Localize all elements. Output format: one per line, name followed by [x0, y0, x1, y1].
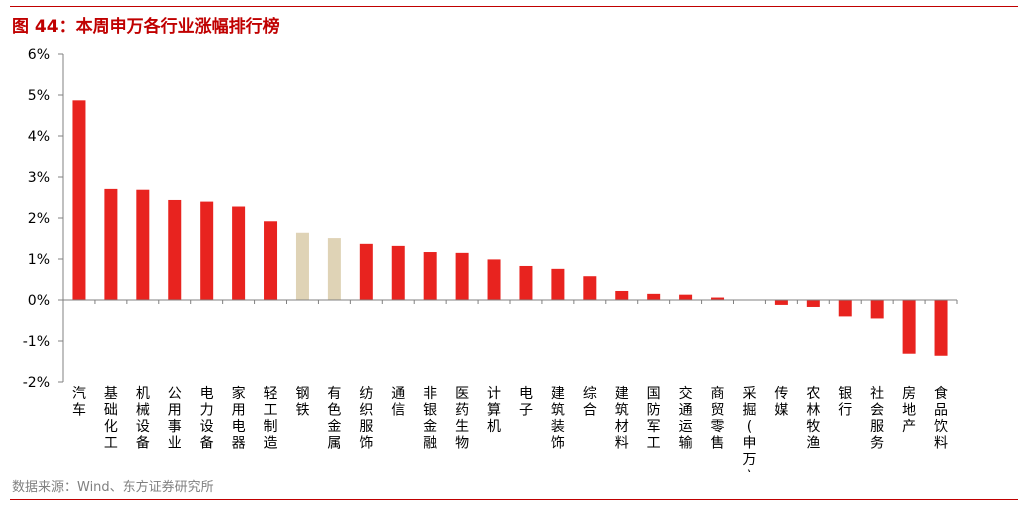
bar-3 — [136, 189, 150, 300]
y-tick-label: -2% — [23, 375, 50, 391]
bottom-rule — [10, 499, 1018, 500]
bar-4 — [168, 199, 182, 300]
bar-25 — [838, 300, 852, 317]
x-category-label: 计算机 — [487, 386, 501, 435]
x-axis-labels: 汽车 基础化工 机械设备 公用事业 电力设备 家用电器 轻工制造 钢铁 有色金属 纺织服饰 通信非银… — [72, 385, 948, 472]
bar-19 — [647, 293, 661, 300]
bar-7 — [264, 221, 278, 300]
bar-8 — [295, 232, 309, 300]
bar-16 — [551, 268, 565, 300]
bar-15 — [519, 265, 533, 300]
bar-1 — [72, 100, 86, 300]
y-tick-label: 4% — [28, 129, 50, 145]
bar-24 — [806, 300, 820, 307]
x-category-label: 交通运输 — [679, 385, 693, 452]
figure-title: 图 44：本周申万各行业涨幅排行榜 — [12, 17, 280, 37]
x-category-label: 有色金属 — [327, 386, 341, 452]
bar-chart: 6% 5% 4% 3% 2% 1% 0% -1% -2% 汽车 基础化工 机械设备 公用事业 电力设备 家… — [23, 47, 958, 472]
bar-9 — [327, 238, 341, 300]
x-category-label: 汽车 — [72, 386, 86, 419]
x-category-label: 农林牧渔 — [806, 386, 820, 452]
x-category-label: 钢铁 — [295, 386, 309, 419]
bar-17 — [583, 276, 597, 300]
y-tick-label: 3% — [28, 170, 50, 186]
bar-14 — [487, 259, 501, 300]
y-tick-label: 1% — [28, 252, 50, 268]
y-tick-label: -1% — [23, 334, 50, 350]
x-category-label: 公用事业 — [168, 386, 182, 452]
top-rule — [10, 6, 1018, 7]
y-tick-label: 2% — [28, 211, 50, 227]
bar-10 — [359, 243, 373, 300]
x-category-label: 国防军工 — [647, 386, 661, 452]
y-tick-label: 5% — [28, 88, 50, 104]
y-tick-label: 0% — [28, 293, 50, 309]
axes — [62, 54, 958, 382]
x-category-label: 基础化工 — [104, 385, 118, 452]
bar-11 — [391, 245, 405, 300]
bar-28 — [934, 300, 948, 356]
x-category-label: 社会服务 — [870, 386, 884, 452]
x-category-label: 建筑装饰 — [551, 386, 565, 452]
bar-series — [72, 100, 948, 356]
x-category-label: 银行 — [838, 386, 852, 419]
y-axis-ticks: 6% 5% 4% 3% 2% 1% 0% -1% -2% — [23, 47, 63, 391]
x-category-label: 机械设备 — [136, 386, 150, 452]
bar-2 — [104, 188, 118, 300]
x-category-label: 家用电器 — [232, 385, 246, 452]
bar-21 — [711, 297, 725, 300]
y-tick-label: 6% — [28, 47, 50, 63]
x-category-label: 采掘(申万) — [742, 386, 756, 472]
x-category-label: 电力设备 — [200, 386, 214, 452]
x-category-label: 商贸零售 — [711, 386, 725, 452]
x-category-label: 传媒 — [774, 386, 788, 419]
x-category-label: 非银金融 — [423, 386, 437, 452]
bar-12 — [423, 252, 437, 300]
bar-6 — [232, 206, 246, 300]
bar-20 — [679, 294, 693, 300]
x-category-label: 建筑材料 — [615, 386, 629, 452]
x-category-label: 综合 — [583, 386, 597, 419]
bar-5 — [200, 201, 214, 300]
x-category-label: 房地产 — [902, 386, 916, 435]
bar-13 — [455, 252, 469, 300]
bar-26 — [870, 300, 884, 319]
bar-27 — [902, 300, 916, 354]
x-category-label: 食品饮料 — [934, 385, 948, 452]
x-category-label: 医药生物 — [455, 386, 469, 452]
bar-18 — [615, 290, 629, 300]
x-category-label: 轻工制造 — [264, 386, 278, 452]
source-note: 数据来源：Wind、东方证券研究所 — [12, 480, 214, 495]
x-category-label: 纺织服饰 — [359, 386, 373, 452]
x-category-label: 通信 — [391, 386, 405, 419]
bar-23 — [774, 300, 788, 305]
x-category-label: 电子 — [519, 386, 533, 419]
